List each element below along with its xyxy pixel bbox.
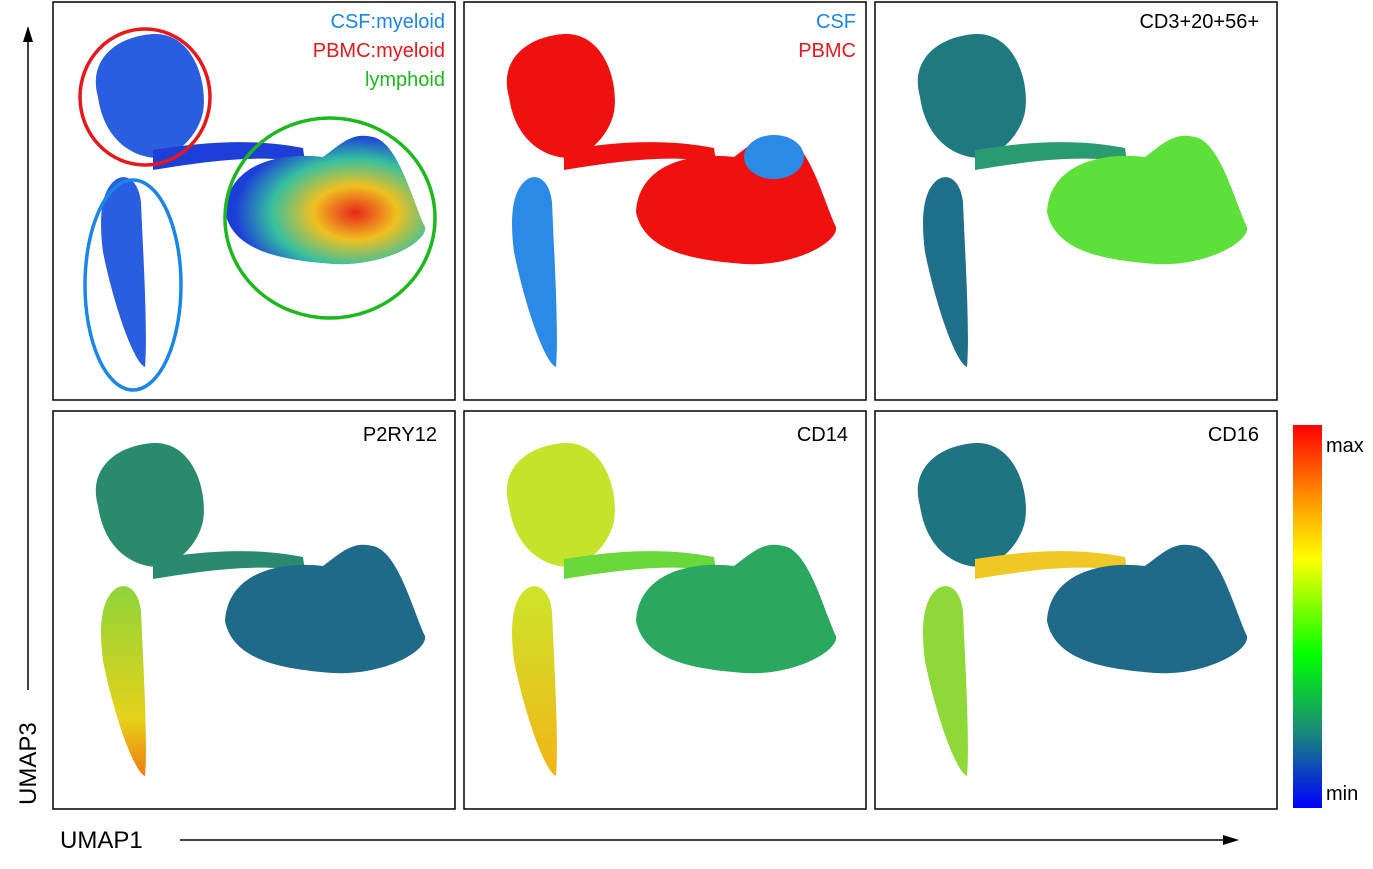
colorbar-min: min bbox=[1326, 783, 1358, 805]
colorbar bbox=[1293, 425, 1322, 808]
circle-lymphoid bbox=[223, 116, 437, 320]
panel-marker: P2RY12 bbox=[52, 410, 456, 810]
panel-origin: CSF PBMC bbox=[463, 1, 867, 401]
panel-title: CD16 bbox=[1208, 424, 1259, 446]
legend-label: PBMC bbox=[798, 40, 856, 62]
panel-title: CD14 bbox=[797, 424, 848, 446]
circle-pbmc bbox=[78, 27, 212, 167]
legend-label: CSF bbox=[816, 11, 856, 33]
panel-title: CD3+20+56+ bbox=[1139, 11, 1259, 33]
x-axis-label: UMAP1 bbox=[60, 827, 143, 854]
panel-marker: CD3+20+56+ bbox=[874, 1, 1278, 401]
colorbar-max: max bbox=[1326, 435, 1364, 457]
legend-label: PBMC:myeloid bbox=[313, 40, 445, 62]
legend-label: CSF:myeloid bbox=[331, 11, 445, 33]
panel-title: P2RY12 bbox=[363, 424, 437, 446]
legend-label: lymphoid bbox=[365, 69, 445, 91]
y-arrowhead bbox=[23, 26, 33, 42]
x-arrowhead bbox=[1223, 835, 1239, 845]
circle-csf bbox=[83, 178, 183, 392]
y-axis-label: UMAP3 bbox=[15, 722, 42, 805]
panel-marker: CD16 bbox=[874, 410, 1278, 810]
panel-marker: CD14 bbox=[463, 410, 867, 810]
panel-density: CSF:myeloid PBMC:myeloid lymphoid bbox=[52, 1, 456, 401]
